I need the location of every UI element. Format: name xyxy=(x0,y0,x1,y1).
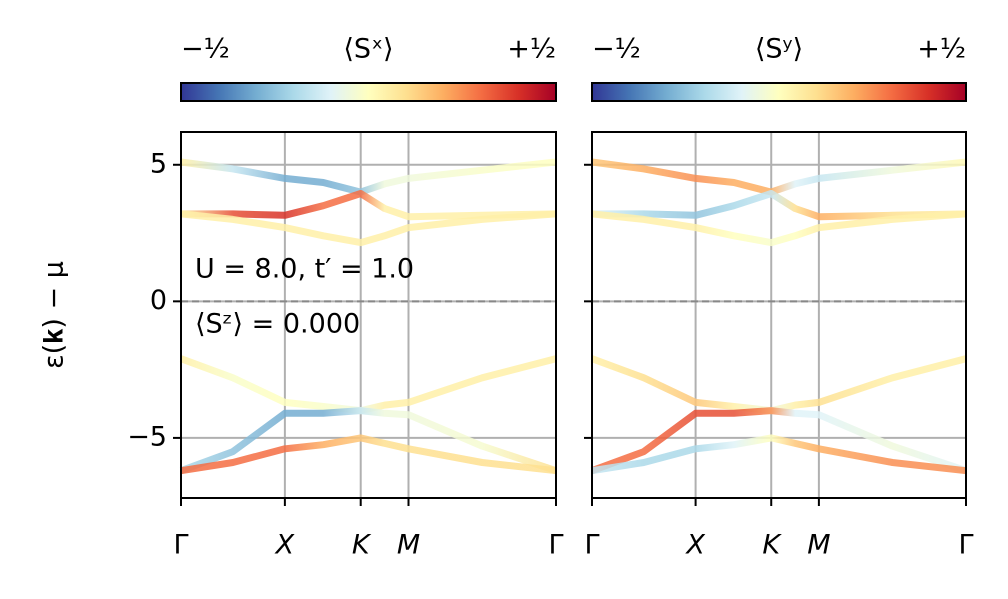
y-axis-label: ε(𝐤) − μ xyxy=(39,261,70,369)
band xyxy=(592,190,967,221)
x-tick-label: K xyxy=(762,530,782,561)
colorbar-tick-label: −½ xyxy=(592,34,641,65)
band xyxy=(590,407,968,475)
band xyxy=(590,355,967,415)
colorbar-tick-label: +½ xyxy=(917,34,966,65)
colorbar-label: ⟨Sʸ⟩ xyxy=(755,34,803,65)
colorbar xyxy=(180,82,557,102)
colorbar-tick-label: −½ xyxy=(181,34,230,65)
band xyxy=(591,158,967,196)
x-tick-label: K xyxy=(352,530,372,561)
axes-frame xyxy=(591,131,967,499)
x-tick-label: Γ xyxy=(548,530,563,561)
band xyxy=(179,407,558,475)
band xyxy=(179,355,557,415)
x-tick-label: Γ xyxy=(173,530,188,561)
y-tick-label: −5 xyxy=(127,421,167,452)
x-tick-label: Γ xyxy=(584,530,599,561)
colorbar-label: ⟨Sˣ⟩ xyxy=(343,34,393,65)
y-tick-label: 5 xyxy=(150,148,167,179)
annotation: U = 8.0, t′ = 1.0 xyxy=(195,254,414,285)
band xyxy=(591,210,967,247)
band xyxy=(180,434,557,475)
colorbar-tick-label: +½ xyxy=(507,34,556,65)
band xyxy=(591,434,967,475)
x-tick-label: X xyxy=(274,530,295,561)
axes-frame xyxy=(180,131,557,499)
x-tick-label: Γ xyxy=(958,530,973,561)
band xyxy=(180,210,557,247)
band xyxy=(180,158,557,196)
x-tick-label: M xyxy=(397,530,420,561)
annotation: ⟨Sᶻ⟩ = 0.000 xyxy=(195,309,360,340)
band xyxy=(181,190,557,221)
x-tick-label: M xyxy=(807,530,830,561)
y-tick-label: 0 xyxy=(150,285,167,316)
x-tick-label: X xyxy=(684,530,705,561)
colorbar xyxy=(591,82,967,102)
